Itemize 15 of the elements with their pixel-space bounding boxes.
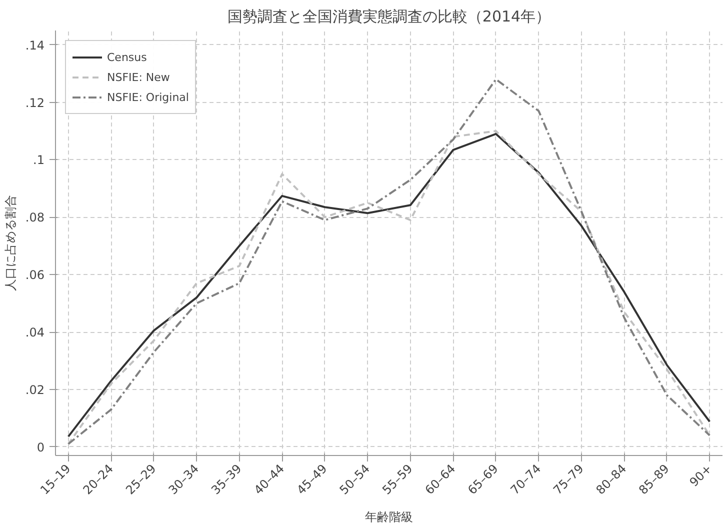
y-tick-label: .08 bbox=[25, 210, 45, 225]
legend-label: NSFIE: New bbox=[107, 70, 170, 84]
y-tick-label: .12 bbox=[25, 96, 45, 110]
y-tick-label: .1 bbox=[33, 153, 45, 168]
legend-label: NSFIE: Original bbox=[107, 90, 189, 104]
y-tick-label: .06 bbox=[25, 268, 45, 282]
x-axis-title: 年齢階級 bbox=[365, 510, 413, 524]
y-tick-label: .02 bbox=[25, 382, 45, 397]
x-tick-label: 90+ bbox=[686, 462, 715, 490]
legend-label: Census bbox=[107, 50, 147, 64]
y-tick-label: 0 bbox=[36, 440, 45, 454]
y-tick-label: .14 bbox=[25, 38, 45, 52]
y-tick-label: .04 bbox=[25, 326, 45, 340]
chart-title: 国勢調査と全国消費実態調査の比較（2014年） bbox=[227, 8, 551, 26]
y-axis-title: 人口に占める割合 bbox=[3, 195, 18, 291]
